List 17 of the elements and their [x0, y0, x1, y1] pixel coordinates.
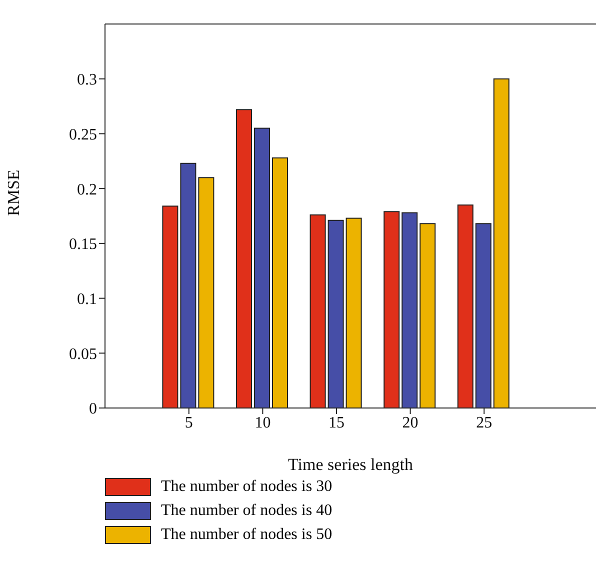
x-tick-label: 20	[402, 414, 418, 432]
x-axis-title: Time series length	[288, 455, 414, 474]
y-tick-label: 0.3	[77, 72, 97, 89]
y-axis-title: RMSE	[4, 170, 24, 216]
y-tick-label: 0.15	[69, 236, 97, 254]
y-tick-label: 0	[89, 400, 97, 418]
legend-label: The number of nodes is 40	[161, 502, 332, 520]
y-tick-label: 0.2	[77, 181, 97, 198]
x-tick-label: 5	[184, 414, 193, 432]
y-tick-label: 0.05	[69, 346, 97, 363]
legend-label: The number of nodes is 50	[161, 526, 332, 544]
y-tick-label: 0.1	[77, 290, 97, 308]
x-tick-label: 25	[476, 414, 492, 432]
legend-label: The number of nodes is 30	[161, 478, 332, 496]
x-tick-label: 10	[254, 414, 271, 432]
y-tick-label: 0.25	[69, 126, 97, 144]
x-tick-label: 15	[328, 414, 344, 432]
